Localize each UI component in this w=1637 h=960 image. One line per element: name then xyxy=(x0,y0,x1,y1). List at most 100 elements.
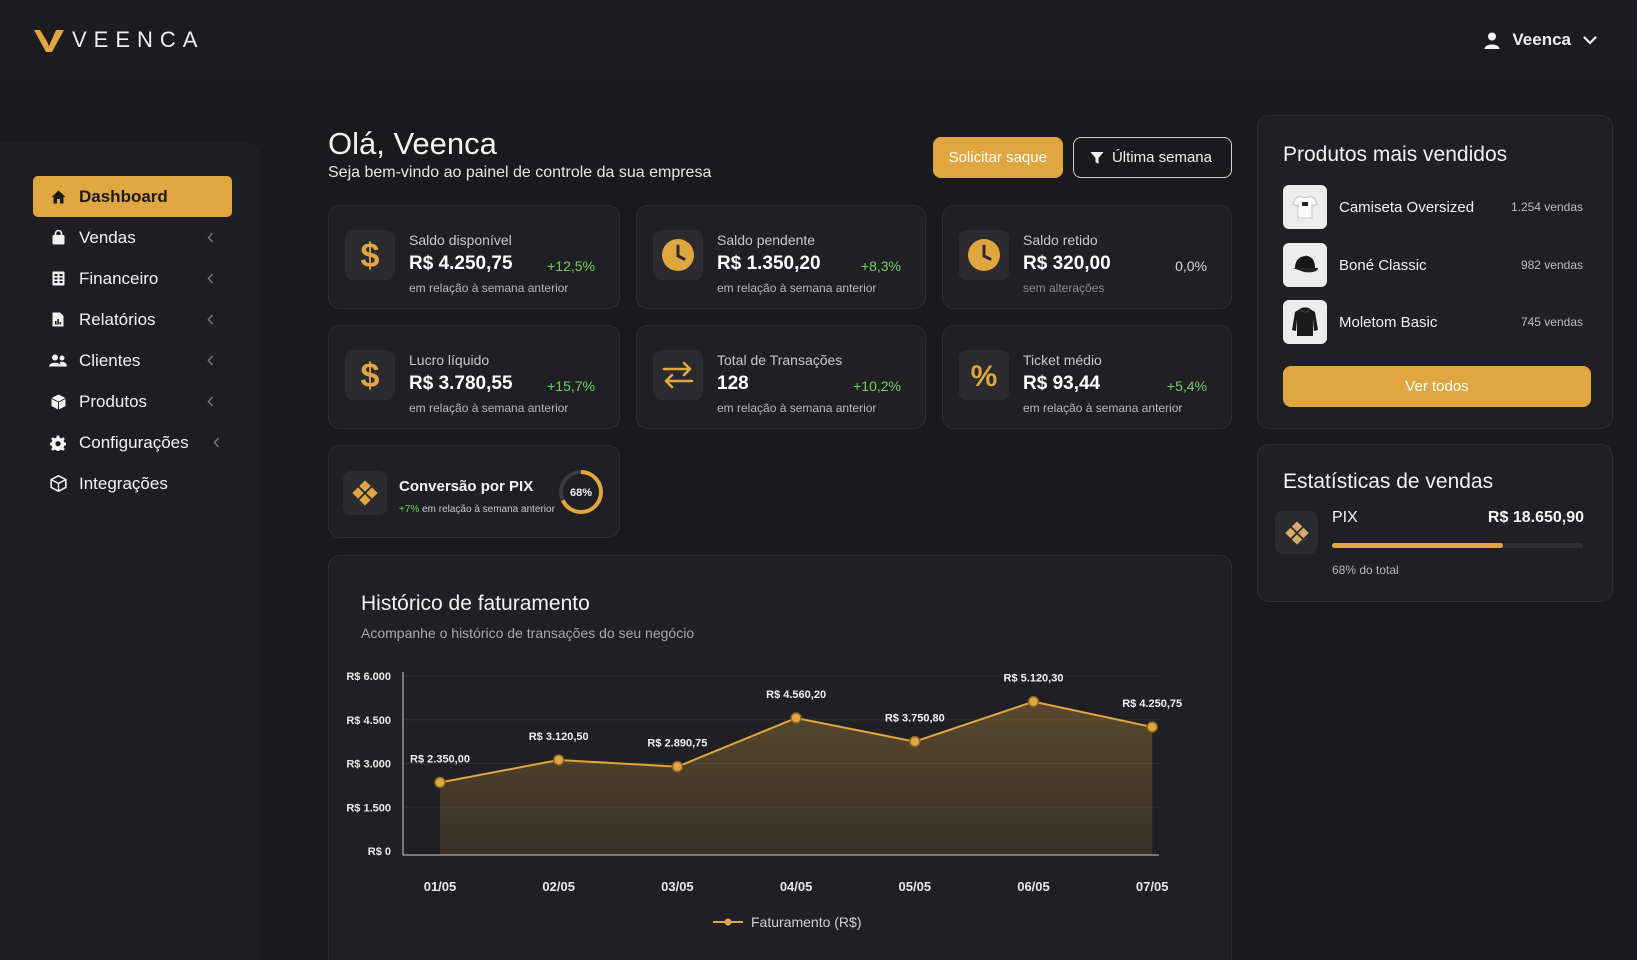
product-row[interactable]: Boné Classic 982 vendas xyxy=(1283,243,1583,287)
x-tick-label: 07/05 xyxy=(1136,879,1169,894)
box-icon xyxy=(49,394,67,410)
stat-value: R$ 4.250,75 xyxy=(409,253,513,274)
period-filter-button[interactable]: Última semana xyxy=(1072,137,1232,178)
svg-text:$: $ xyxy=(361,357,380,393)
sidebar-item-relatorios[interactable]: Relatórios xyxy=(33,299,232,340)
brand-logo[interactable]: VEENCA xyxy=(32,26,204,54)
stat-label: Saldo disponível xyxy=(409,232,512,248)
y-tick-label: R$ 3.000 xyxy=(346,759,391,771)
withdraw-button[interactable]: Solicitar saque xyxy=(932,137,1063,178)
top-products-card: Produtos mais vendidos Camiseta Oversize… xyxy=(1257,115,1613,429)
x-tick-label: 06/05 xyxy=(1017,879,1050,894)
data-point xyxy=(434,776,446,789)
stat-card-saldo-retido: Saldo retido R$ 320,00 0,0% sem alteraçõ… xyxy=(942,205,1232,309)
main-content: Olá, Veenca Seja bem-vindo ao painel de … xyxy=(328,126,1232,182)
product-name: Moletom Basic xyxy=(1339,313,1438,331)
veenca-logo-mark-icon xyxy=(34,30,64,52)
user-name: Veenca xyxy=(1512,30,1571,49)
percent-icon: % xyxy=(959,350,1009,400)
x-tick-label: 05/05 xyxy=(899,879,932,894)
sales-share-fill xyxy=(1332,543,1503,548)
data-point xyxy=(1146,721,1158,733)
sales-method-amount: R$ 18.650,90 xyxy=(1487,509,1584,526)
stat-note: em relação à semana anterior xyxy=(717,281,877,295)
dollar-icon: $ xyxy=(345,230,395,280)
y-tick-label: R$ 0 xyxy=(368,846,391,858)
data-label: R$ 5.120,30 xyxy=(1004,673,1064,685)
revenue-history-subtitle: Acompanhe o histórico de transações do s… xyxy=(361,625,695,641)
y-tick-label: R$ 6.000 xyxy=(346,671,391,683)
user-menu[interactable]: Veenca xyxy=(1484,30,1597,50)
data-label: R$ 2.890,75 xyxy=(647,738,707,750)
gear-icon xyxy=(49,435,67,451)
stat-change: +8,3% xyxy=(860,258,901,274)
x-tick-label: 01/05 xyxy=(424,879,457,894)
report-file-icon xyxy=(49,312,67,327)
stat-value: 128 xyxy=(717,373,749,394)
product-name: Camiseta Oversized xyxy=(1339,198,1475,216)
data-label: R$ 4.560,20 xyxy=(766,689,826,701)
sidebar-item-label: Financeiro xyxy=(79,268,159,288)
data-label: R$ 4.250,75 xyxy=(1122,698,1182,710)
chevron-left-icon xyxy=(207,312,214,328)
data-label: R$ 3.750,80 xyxy=(885,713,945,725)
sidebar-item-vendas[interactable]: Vendas xyxy=(33,217,232,258)
sidebar-item-financeiro[interactable]: Financeiro xyxy=(33,258,232,299)
product-row[interactable]: Camiseta Oversized 1.254 vendas xyxy=(1283,185,1583,229)
stat-change: +15,7% xyxy=(547,378,595,394)
stat-note: em relação à semana anterior xyxy=(409,281,569,295)
sidebar-item-produtos[interactable]: Produtos xyxy=(33,381,232,422)
sidebar-item-label: Produtos xyxy=(79,391,148,411)
product-row[interactable]: Moletom Basic 745 vendas xyxy=(1283,300,1583,344)
data-label: R$ 3.120,50 xyxy=(529,731,589,743)
legend-point-marker xyxy=(724,918,732,926)
pix-conversion-card: Conversão por PIX +7% em relação à seman… xyxy=(328,445,620,538)
pix-conversion-percent: 68% xyxy=(570,487,592,499)
pix-icon xyxy=(1275,511,1318,554)
y-tick-label: R$ 4.500 xyxy=(346,715,391,727)
top-bar: VEENCA Veenca xyxy=(0,0,1637,80)
sidebar-item-label: Vendas xyxy=(79,227,136,247)
revenue-history-title: Histórico de faturamento xyxy=(361,592,590,615)
top-products-title: Produtos mais vendidos xyxy=(1283,143,1508,166)
sidebar-item-label: Clientes xyxy=(79,350,141,370)
stat-label: Total de Transações xyxy=(717,352,843,368)
home-icon xyxy=(49,190,67,204)
sidebar-item-integracoes[interactable]: Integrações xyxy=(33,463,232,504)
stat-label: Ticket médio xyxy=(1023,352,1102,368)
stat-card-ticket-medio: % Ticket médio R$ 93,44 +5,4% em relação… xyxy=(942,325,1232,429)
hoodie-icon xyxy=(1283,300,1327,344)
dollar-icon: $ xyxy=(345,350,395,400)
sidebar: Dashboard Vendas Financeiro Relatórios C… xyxy=(0,142,260,960)
sidebar-item-dashboard[interactable]: Dashboard xyxy=(33,176,232,217)
revenue-area xyxy=(440,701,1153,855)
x-tick-label: 03/05 xyxy=(661,879,694,894)
tshirt-icon xyxy=(1283,185,1327,229)
page-subtitle: Seja bem-vindo ao painel de controle da … xyxy=(328,164,712,181)
sales-stats-card: Estatísticas de vendas PIX R$ 18.650,90 … xyxy=(1257,444,1613,602)
sidebar-item-label: Configurações xyxy=(79,432,189,452)
see-all-products-button[interactable]: Ver todos xyxy=(1283,366,1591,407)
filter-icon xyxy=(1090,151,1104,165)
revenue-chart: R$ 0 R$ 1.500 R$ 3.000 R$ 4.500 R$ 6.000 R$ 2… xyxy=(346,671,1182,930)
stat-note: em relação à semana anterior xyxy=(1023,401,1183,415)
stat-card-lucro-liquido: $ Lucro líquido R$ 3.780,55 +15,7% em re… xyxy=(328,325,620,429)
users-icon xyxy=(49,354,67,367)
page-title: Olá, Veenca xyxy=(328,126,497,161)
spreadsheet-icon xyxy=(49,271,67,286)
chevron-left-icon xyxy=(207,394,214,410)
stat-value: R$ 3.780,55 xyxy=(409,373,513,394)
data-point xyxy=(1027,695,1040,708)
header-actions: Solicitar saque Última semana xyxy=(932,137,1232,178)
pix-conversion-change: +7% xyxy=(399,504,420,515)
clock-icon xyxy=(653,230,703,280)
pix-conversion-note: em relação à semana anterior xyxy=(422,504,555,515)
stat-card-total-transacoes: Total de Transações 128 +10,2% em relaçã… xyxy=(636,325,926,429)
sidebar-item-configuracoes[interactable]: Configurações xyxy=(33,422,232,463)
pix-conversion-label: Conversão por PIX xyxy=(399,478,534,495)
sales-stats-title: Estatísticas de vendas xyxy=(1283,470,1494,493)
stat-note: em relação à semana anterior xyxy=(717,401,877,415)
stat-change: +5,4% xyxy=(1166,378,1207,394)
product-sales: 745 vendas xyxy=(1520,315,1583,329)
sidebar-item-clientes[interactable]: Clientes xyxy=(33,340,232,381)
